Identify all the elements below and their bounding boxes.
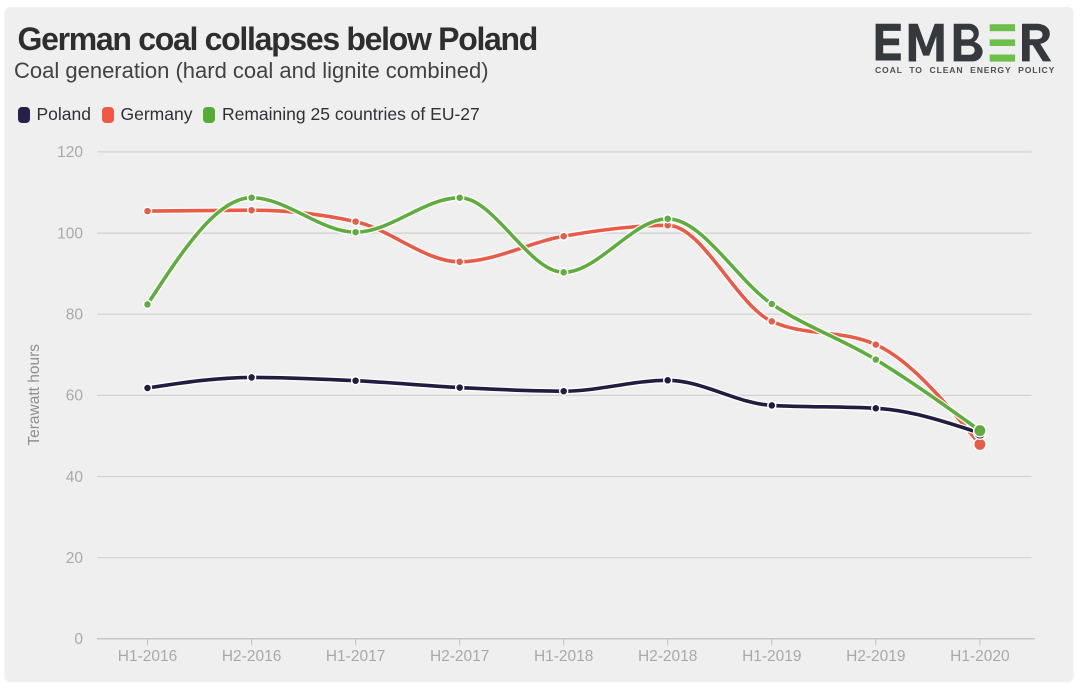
svg-text:20: 20: [66, 550, 84, 567]
svg-text:H2-2017: H2-2017: [430, 648, 489, 665]
svg-text:H1-2018: H1-2018: [534, 648, 593, 665]
svg-text:100: 100: [57, 225, 83, 242]
svg-text:80: 80: [66, 307, 84, 324]
svg-text:H1-2017: H1-2017: [326, 648, 385, 665]
svg-text:H1-2020: H1-2020: [950, 648, 1010, 665]
svg-text:H2-2016: H2-2016: [222, 648, 281, 665]
svg-text:H1-2019: H1-2019: [742, 648, 801, 665]
svg-text:120: 120: [57, 144, 83, 161]
svg-text:60: 60: [66, 388, 84, 405]
svg-text:H2-2018: H2-2018: [638, 648, 697, 665]
svg-text:0: 0: [74, 631, 83, 648]
svg-text:H1-2016: H1-2016: [118, 648, 177, 665]
svg-text:Terawatt hours: Terawatt hours: [26, 344, 43, 446]
svg-text:H2-2019: H2-2019: [846, 648, 905, 665]
svg-text:40: 40: [66, 469, 84, 486]
